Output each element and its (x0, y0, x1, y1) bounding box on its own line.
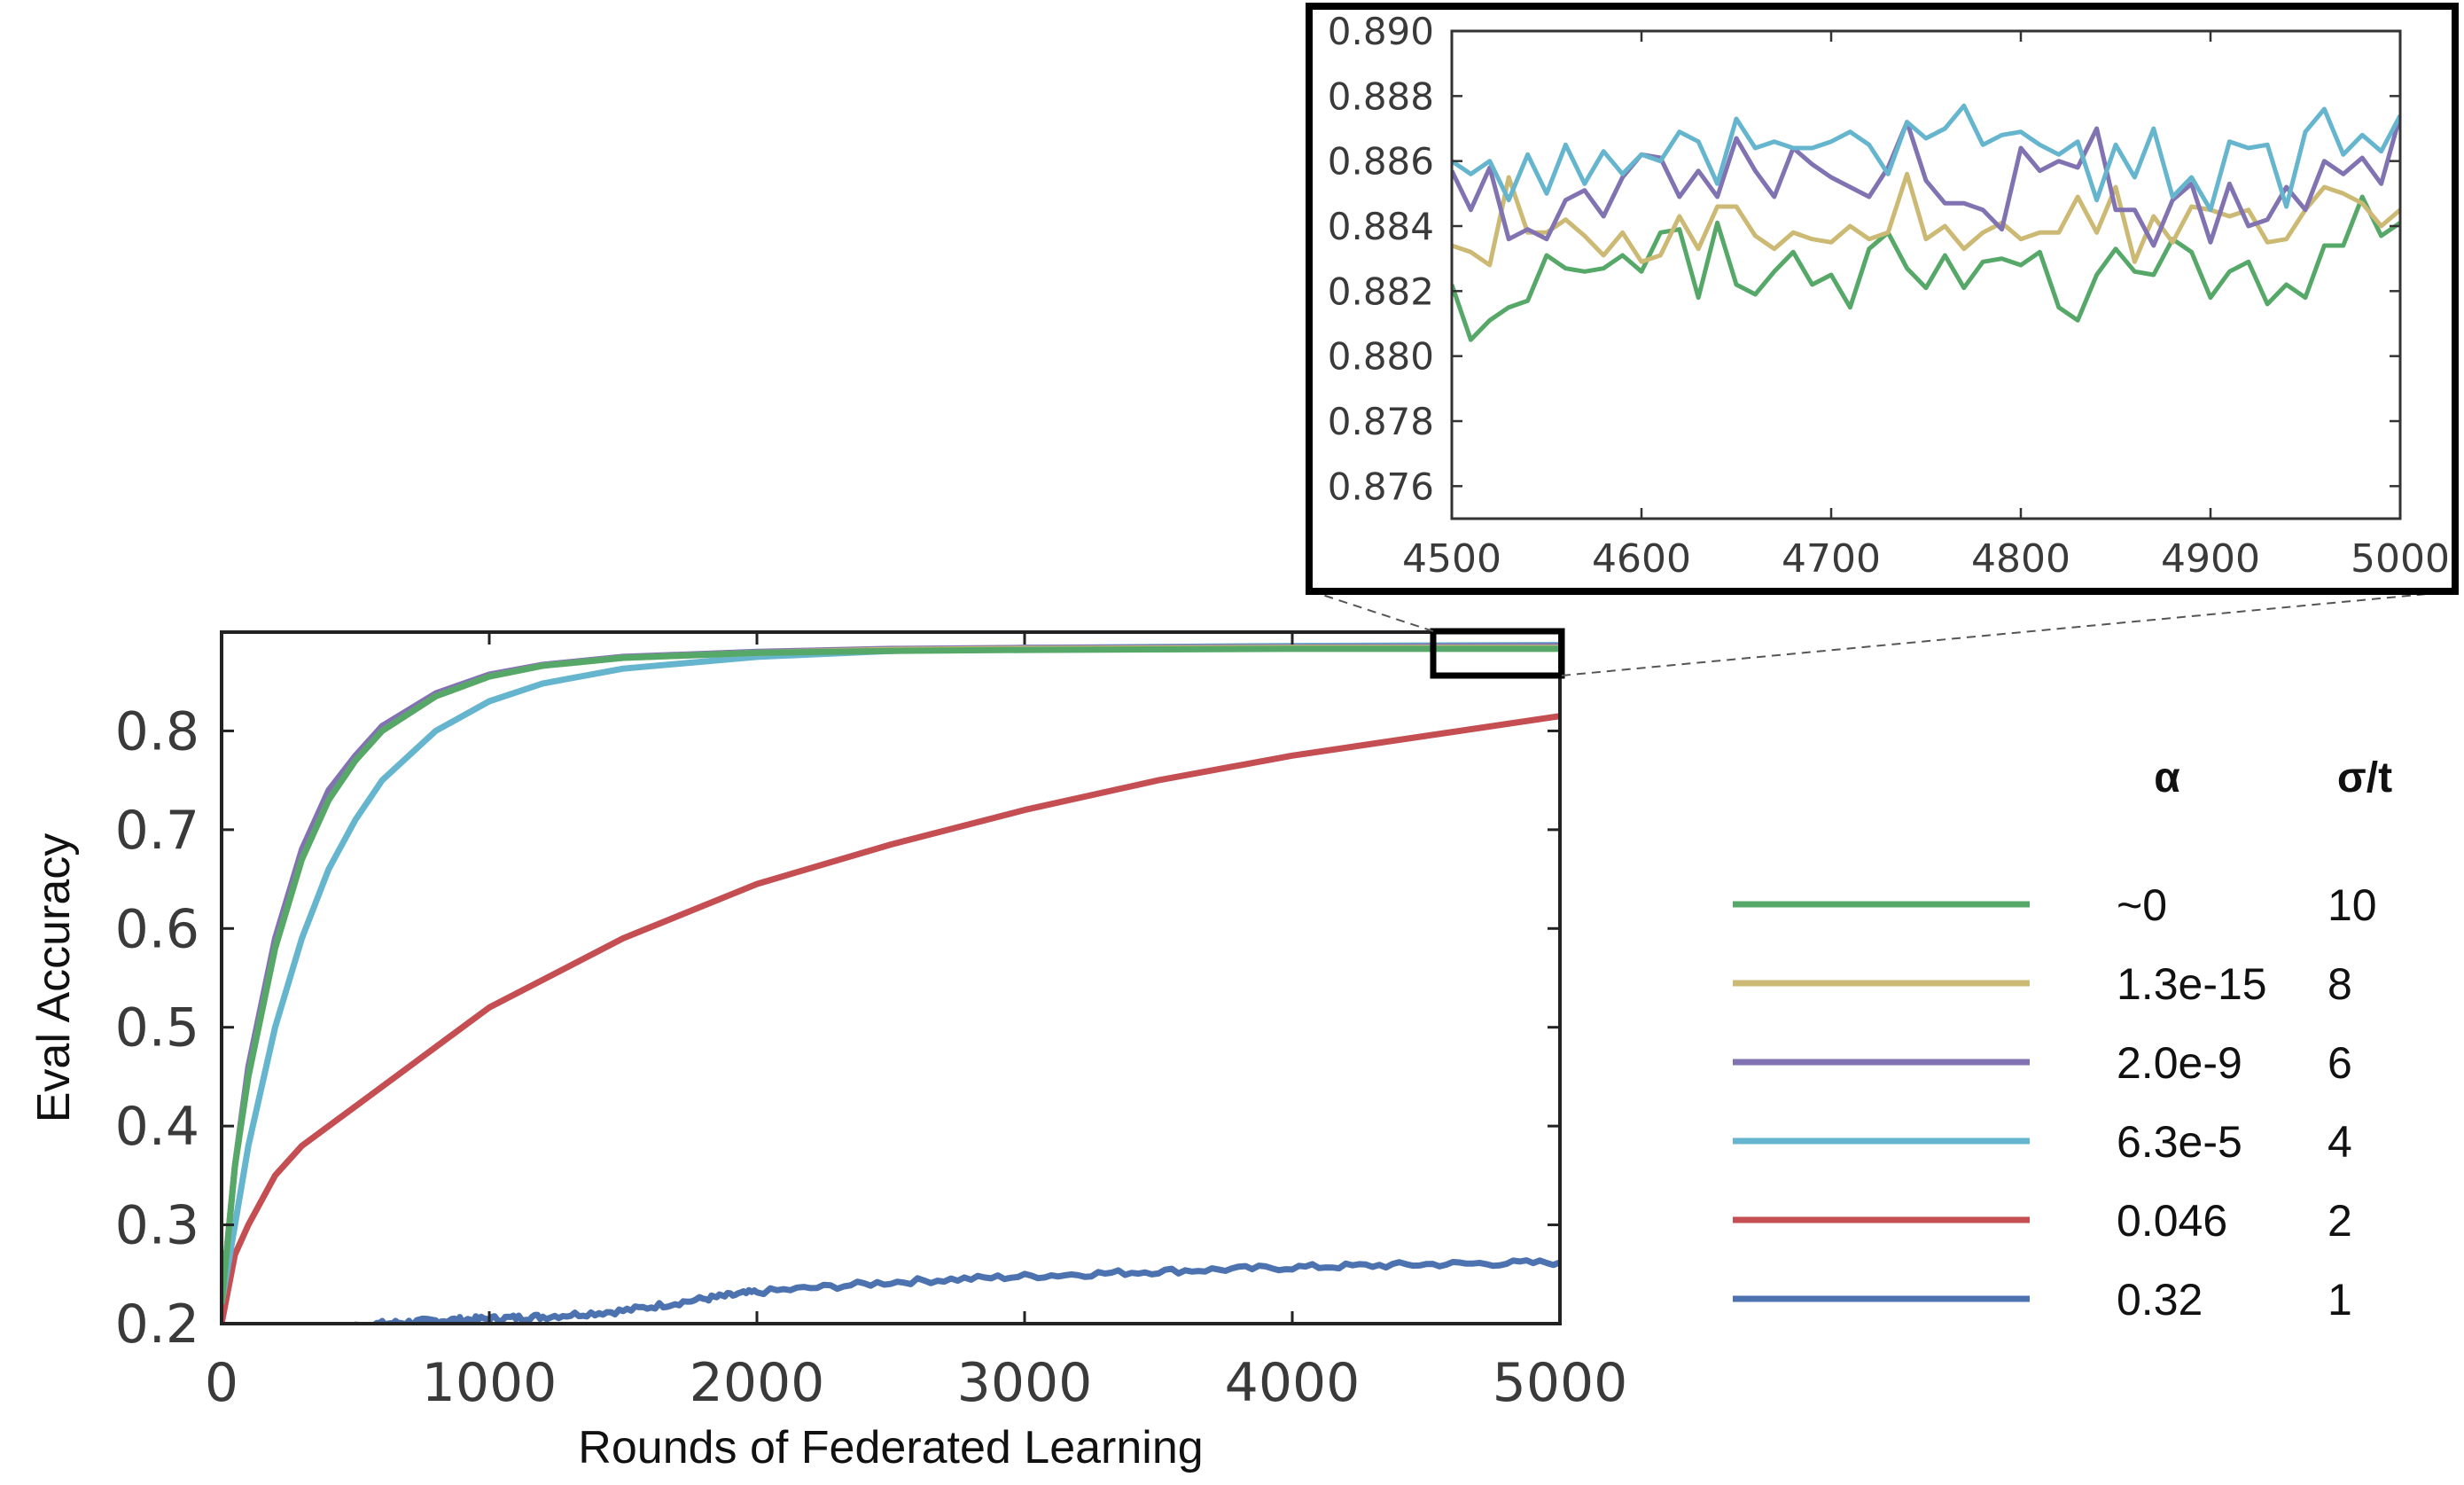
zoom-connector-line (1561, 590, 2456, 676)
legend-sigma-value: 10 (2328, 880, 2377, 930)
inset-outer-frame (1306, 3, 2459, 595)
legend-sigma-value: 6 (2328, 1038, 2352, 1088)
inset-plot-frame (1450, 29, 2402, 520)
main-series-line-0.046 (222, 713, 1560, 1324)
inset-ticks: 4500 4600 4700 4800 4900 5000 0.876 0.878 0.880 0… (1328, 10, 2450, 582)
legend-sigma-value: 1 (2328, 1275, 2352, 1325)
main-xtick-label: 4000 (1225, 1352, 1361, 1414)
inset-series-group (1452, 103, 2400, 342)
legend-alpha-value: 0.32 (2117, 1275, 2203, 1325)
main-xlabel: Rounds of Federated Learning (578, 1422, 1203, 1473)
legend-header-sigma: σ/t (2337, 754, 2392, 801)
inset-ytick-label: 0.876 (1328, 465, 1434, 508)
main-xtick-label: 0 (205, 1352, 238, 1414)
main-plot-frame (220, 630, 1562, 1325)
main-ytick-label: 0.3 (115, 1195, 199, 1257)
inset-xtick-label: 4700 (1782, 536, 1881, 582)
main-xtick-label: 5000 (1493, 1352, 1628, 1414)
main-ytick-label: 0.4 (115, 1096, 199, 1158)
main-ytick-label: 0.6 (115, 898, 199, 960)
legend: α σ/t ~0 10 1.3e-15 8 2.0e-9 6 6.3e-5 4 0.046 2 0.… (1733, 754, 2392, 1325)
inset-plot: 4500 4600 4700 4800 4900 5000 0.876 0.878 0.880 0… (1306, 3, 2459, 595)
main-xtick-label: 1000 (422, 1352, 558, 1414)
inset-xtick-label: 4600 (1592, 536, 1691, 582)
main-plot: 0 1000 2000 3000 4000 5000 0.2 0.3 0.4 0.5 0.6 0.7 0… (28, 628, 1628, 1473)
main-ticks: 0 1000 2000 3000 4000 5000 0.2 0.3 0.4 0.5 0.6 0.7 0… (115, 632, 1628, 1414)
main-series-line-~0 (222, 645, 1560, 1305)
legend-alpha-value: 2.0e-9 (2117, 1038, 2242, 1088)
main-ytick-label: 0.5 (115, 997, 199, 1059)
main-ytick-label: 0.8 (115, 700, 199, 762)
inset-ytick-label: 0.880 (1328, 335, 1434, 379)
inset-xtick-label: 4900 (2161, 536, 2260, 582)
legend-alpha-value: ~0 (2117, 880, 2167, 930)
inset-ytick-label: 0.882 (1328, 270, 1434, 313)
inset-ytick-label: 0.878 (1328, 400, 1434, 443)
legend-header-alpha: α (2154, 754, 2180, 801)
main-ytick-label: 0.2 (115, 1294, 199, 1356)
legend-alpha-value: 0.046 (2117, 1196, 2227, 1246)
legend-alpha-value: 1.3e-15 (2117, 959, 2267, 1009)
inset-xtick-label: 4800 (1971, 536, 2070, 582)
inset-ytick-label: 0.886 (1328, 140, 1434, 184)
main-ylabel: Eval Accuracy (28, 833, 80, 1123)
zoom-region-box (1430, 628, 1565, 679)
main-series-line-0.32 (333, 1257, 1560, 1324)
inset-ytick-label: 0.888 (1328, 74, 1434, 118)
inset-ytick-label: 0.884 (1328, 205, 1434, 248)
main-xtick-label: 2000 (690, 1352, 825, 1414)
inset-ytick-label: 0.890 (1328, 10, 1434, 53)
inset-xtick-label: 5000 (2351, 536, 2450, 582)
inset-series-line-~0 (1452, 194, 2400, 342)
legend-alpha-value: 6.3e-5 (2117, 1117, 2242, 1167)
legend-sigma-value: 4 (2328, 1117, 2352, 1167)
inset-series-line-6.3e-5 (1452, 103, 2400, 213)
legend-sigma-value: 2 (2328, 1196, 2352, 1246)
inset-series-line-2.0e-9 (1452, 114, 2400, 248)
zoom-connector-line (1311, 590, 1434, 632)
inset-xtick-label: 4500 (1402, 536, 1501, 582)
main-ytick-label: 0.7 (115, 800, 199, 862)
main-series-group (222, 642, 1560, 1324)
main-xtick-label: 3000 (957, 1352, 1093, 1414)
legend-sigma-value: 8 (2328, 959, 2352, 1009)
